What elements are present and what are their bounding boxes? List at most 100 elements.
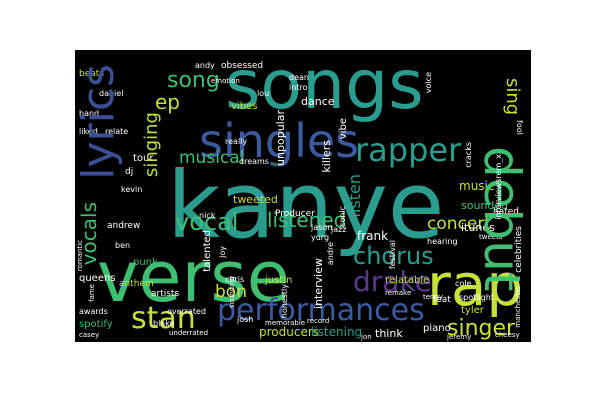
word-dance: dance (301, 95, 335, 108)
word-yurg: yurg (311, 233, 330, 242)
word-songs: songs (225, 50, 424, 125)
word-interview: interview (312, 258, 325, 309)
word-tyler: tyler (461, 305, 484, 316)
word-sing: sing (502, 78, 523, 116)
word-concert: concert (427, 214, 491, 234)
word-andre: andre (326, 242, 335, 266)
word-remake: remake (385, 289, 412, 297)
word-interviewsrem-x: interviewsrem_x (494, 154, 503, 220)
word-rapper: rapper (355, 131, 462, 169)
word-josh: josh (237, 315, 254, 324)
word-iconic: iconic (338, 206, 347, 230)
word-sounding: sounding (228, 276, 236, 309)
word-itunes: itunes (461, 221, 495, 234)
word-cheesy: cheesy (495, 331, 520, 339)
word-artists: artists (151, 289, 180, 299)
word-jason: jason (311, 223, 333, 232)
word-singles: singles (199, 114, 360, 168)
word-relatable: relatable (385, 275, 430, 286)
word-cracks: cracks (464, 142, 473, 168)
word-dreams: dreams (239, 157, 269, 166)
word-think: think (375, 327, 403, 340)
word-bon: bon (215, 282, 247, 302)
word-tour: tour (133, 153, 154, 164)
word-tweeted: tweeted (233, 193, 278, 206)
word-festival: festival (388, 240, 397, 270)
word-lyrics: lyrics (75, 64, 124, 180)
word-singer: singer (447, 316, 516, 341)
word-justin: justin (265, 275, 293, 286)
word-kevin: kevin (121, 185, 143, 194)
word-vibes: vibes (231, 101, 258, 112)
word-drake: drake (353, 265, 432, 298)
word-memorable: memorable (265, 319, 306, 327)
word-ep: ep (155, 90, 180, 114)
word-singing: singing (141, 112, 162, 178)
word-feat: feat (433, 295, 451, 305)
word-relate: relate (105, 127, 129, 136)
word-cole: cole (455, 279, 472, 288)
word-fame: fame (88, 284, 96, 302)
word-sounded: sounded (461, 199, 509, 212)
word-punk: punk (133, 257, 158, 268)
word-liked: liked (79, 127, 98, 136)
word-ben: ben (115, 241, 131, 250)
word-vibe: vibe (338, 118, 349, 140)
word-daniel: daniel (99, 89, 124, 98)
word-musical: musical (179, 148, 245, 168)
word-producer: Producer (275, 209, 315, 219)
word-romantic: romantic (76, 240, 84, 272)
word-obsessed: obsessed (221, 61, 264, 71)
word-spotify: spotify (79, 319, 113, 330)
word-performances: performances (217, 293, 425, 328)
word-dean: dean (289, 73, 309, 82)
word-hearing: hearing (427, 237, 458, 246)
word-underrated: underrated (169, 329, 209, 337)
word-nick: nick (199, 211, 216, 220)
word-debut: debut (473, 146, 531, 292)
word-listen: listen (345, 174, 364, 218)
word-spotlight: spotlight (459, 293, 495, 302)
word-andy: andy (195, 61, 215, 70)
word-tenny: tenny (423, 293, 444, 301)
word-jon: jon (361, 333, 372, 341)
word-unpopular: unpopular (274, 110, 287, 166)
word-chorus: chorus (353, 242, 434, 270)
word-music: music (459, 179, 495, 193)
word-cloud: kanye songs verse singles rap rapper per… (75, 50, 531, 342)
word-verse: verse (97, 236, 290, 318)
word-manchester: manchester (514, 286, 522, 328)
word-emotion: emotion (211, 77, 240, 85)
word-dj: dj (125, 167, 134, 177)
word-fool: fool (515, 120, 524, 135)
word-queens: queens (79, 273, 116, 284)
word-kanye: kanye (167, 152, 445, 259)
word-frank: frank (357, 229, 389, 243)
word-casey: casey (79, 331, 100, 339)
word-intro: intro (289, 83, 308, 92)
word-lou: lou (257, 89, 270, 98)
word-voice: voice (424, 72, 433, 94)
word-jeremy: jeremy (447, 333, 472, 341)
word-overrated: overrated (167, 307, 207, 316)
word-really: really (225, 137, 248, 146)
word-talented: talented (202, 230, 213, 272)
word-awards: awards (79, 307, 108, 316)
word-honestly: honestly (280, 284, 289, 319)
word-anthem: anthem (119, 279, 154, 289)
word-vocal: vocal (175, 208, 239, 236)
word-listening: listening (311, 325, 363, 339)
word-record: record (307, 317, 330, 325)
word-joy: joy (218, 246, 227, 258)
word-andrew: andrew (107, 221, 141, 231)
word-tweets: tweets (479, 233, 503, 241)
word-chris: chris (225, 275, 245, 284)
word-killers: killers (320, 140, 333, 173)
word-producers: producers (259, 325, 320, 339)
word-band: band (79, 109, 100, 118)
word-jazz: jazz (331, 225, 347, 234)
word-rap: rap (427, 251, 524, 319)
word-piano: piano (423, 323, 451, 334)
word-beats: beats (79, 69, 104, 79)
word-song: song (167, 68, 220, 93)
